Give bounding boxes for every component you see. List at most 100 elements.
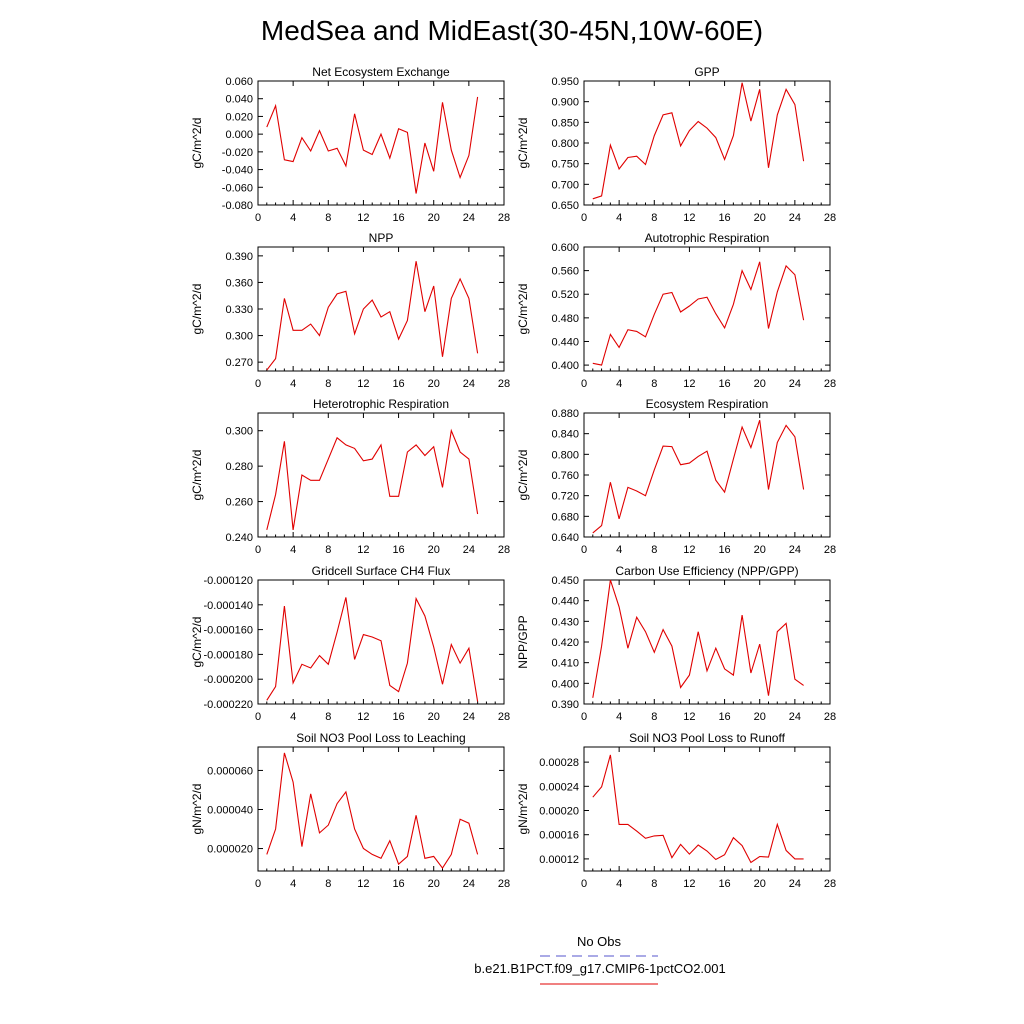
x-tick-label: 28 — [498, 378, 510, 390]
x-tick-label: 0 — [255, 378, 261, 390]
panel-title: Autotrophic Respiration — [645, 231, 770, 245]
y-tick-label: 0.760 — [551, 470, 579, 482]
x-tick-label: 28 — [824, 378, 836, 390]
y-tick-label: -0.020 — [222, 147, 253, 159]
y-tick-label: 0.060 — [225, 76, 253, 88]
y-tick-label: 0.750 — [551, 159, 579, 171]
x-tick-label: 8 — [651, 544, 657, 556]
y-tick-label: 0.430 — [551, 616, 579, 628]
x-tick-label: 20 — [754, 212, 766, 224]
x-tick-label: 24 — [789, 212, 801, 224]
x-tick-label: 12 — [683, 544, 695, 556]
x-tick-label: 12 — [357, 212, 369, 224]
y-tick-label: 0.880 — [551, 408, 579, 420]
x-tick-label: 8 — [651, 212, 657, 224]
panel-title: NPP — [369, 231, 394, 245]
y-tick-label: 0.420 — [551, 637, 579, 649]
y-axis-label: gN/m^2/d — [516, 784, 530, 835]
panel-title: Soil NO3 Pool Loss to Leaching — [296, 731, 465, 745]
x-tick-label: 12 — [357, 378, 369, 390]
y-tick-label: 0.00028 — [539, 757, 579, 769]
y-tick-label: 0.950 — [551, 76, 579, 88]
legend: No Obs b.e21.B1PCT.f09_g17.CMIP6-1pctCO2… — [474, 934, 726, 985]
x-tick-label: 12 — [683, 378, 695, 390]
plot-frame — [583, 80, 831, 206]
y-tick-label: 0.260 — [225, 497, 253, 509]
plot-frame — [583, 412, 831, 538]
x-tick-label: 4 — [290, 212, 296, 224]
x-tick-label: 0 — [255, 544, 261, 556]
x-tick-label: 28 — [824, 711, 836, 723]
x-tick-label: 20 — [428, 544, 440, 556]
x-tick-label: 4 — [616, 711, 622, 723]
x-tick-label: 16 — [392, 711, 404, 723]
x-tick-label: 8 — [325, 878, 331, 890]
x-tick-label: 20 — [428, 378, 440, 390]
y-tick-label: 0.440 — [551, 596, 579, 608]
y-tick-label: 0.400 — [551, 678, 579, 690]
y-tick-label: 0.000 — [225, 129, 253, 141]
x-tick-label: 28 — [498, 212, 510, 224]
series-line — [266, 428, 479, 531]
y-tick-label: 0.00016 — [539, 830, 579, 842]
y-tick-label: -0.040 — [222, 165, 253, 177]
chart-panel: Autotrophic Respiration 0 4 8 12 16 20 24 28 0.40… — [516, 231, 836, 390]
x-tick-label: 4 — [290, 711, 296, 723]
x-tick-label: 0 — [581, 212, 587, 224]
plot-frame — [583, 246, 831, 372]
legend-label-model-run: b.e21.B1PCT.f09_g17.CMIP6-1pctCO2.001 — [474, 961, 725, 976]
x-tick-label: 8 — [325, 544, 331, 556]
x-tick-label: 8 — [325, 212, 331, 224]
x-tick-label: 24 — [789, 378, 801, 390]
y-tick-label: 0.800 — [551, 138, 579, 150]
y-tick-label: 0.390 — [551, 699, 579, 711]
panel-title: Gridcell Surface CH4 Flux — [312, 564, 451, 578]
y-tick-label: -0.000220 — [203, 699, 253, 711]
y-tick-label: 0.410 — [551, 658, 579, 670]
y-tick-label: 0.850 — [551, 117, 579, 129]
x-tick-label: 24 — [463, 544, 475, 556]
y-tick-label: 0.450 — [551, 575, 579, 587]
x-tick-label: 0 — [255, 212, 261, 224]
series-line — [592, 261, 805, 366]
x-tick-label: 8 — [651, 378, 657, 390]
y-tick-label: -0.000140 — [203, 600, 253, 612]
plot-frame — [257, 80, 505, 206]
y-tick-label: -0.000200 — [203, 674, 253, 686]
series-line — [266, 752, 479, 870]
x-tick-label: 16 — [718, 544, 730, 556]
legend-label-no-obs: No Obs — [577, 934, 622, 949]
x-tick-label: 12 — [683, 212, 695, 224]
x-tick-label: 16 — [718, 878, 730, 890]
x-tick-label: 0 — [581, 378, 587, 390]
series-line — [266, 96, 479, 194]
x-tick-label: 24 — [463, 212, 475, 224]
panel-title: Heterotrophic Respiration — [313, 397, 449, 411]
chart-panel: Soil NO3 Pool Loss to Runoff 0 4 8 12 16 20 24 2… — [516, 731, 836, 890]
y-tick-label: -0.000180 — [203, 649, 253, 661]
y-axis-label: gC/m^2/d — [516, 284, 530, 335]
x-tick-label: 24 — [463, 378, 475, 390]
x-tick-label: 28 — [498, 711, 510, 723]
x-tick-label: 20 — [754, 544, 766, 556]
x-tick-label: 12 — [357, 711, 369, 723]
x-tick-label: 8 — [651, 711, 657, 723]
x-tick-label: 20 — [754, 711, 766, 723]
x-tick-label: 12 — [683, 711, 695, 723]
y-tick-label: 0.000060 — [207, 765, 253, 777]
y-axis-label: gN/m^2/d — [190, 784, 204, 835]
y-tick-label: 0.600 — [551, 242, 579, 254]
y-tick-label: 0.390 — [225, 251, 253, 263]
x-tick-label: 28 — [824, 212, 836, 224]
panel-title: Ecosystem Respiration — [646, 397, 769, 411]
chart-panel: Soil NO3 Pool Loss to Leaching 0 4 8 12 16 20 2… — [190, 731, 510, 890]
panel-title: GPP — [694, 65, 719, 79]
x-tick-label: 28 — [824, 544, 836, 556]
x-tick-label: 8 — [651, 878, 657, 890]
x-tick-label: 28 — [824, 878, 836, 890]
x-tick-label: 0 — [581, 878, 587, 890]
x-tick-label: 8 — [325, 378, 331, 390]
panel-title: Carbon Use Efficiency (NPP/GPP) — [615, 564, 798, 578]
series-line — [266, 261, 479, 371]
